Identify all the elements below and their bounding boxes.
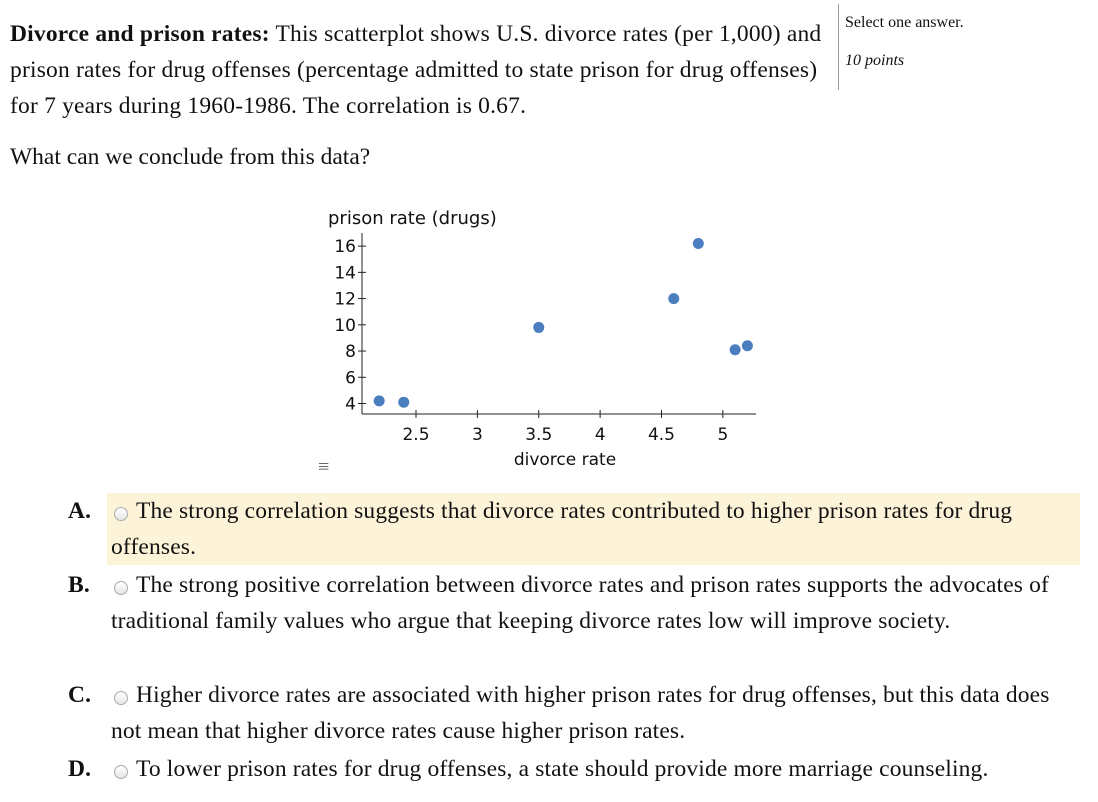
data-point	[398, 396, 410, 408]
option-letter: A.	[68, 498, 92, 524]
data-point	[668, 293, 680, 305]
y-tick-label: 6	[345, 368, 356, 388]
option-letter: C.	[68, 682, 92, 708]
instruction: Select one answer.	[845, 14, 964, 31]
option-text: Higher divorce rates are associated with…	[111, 682, 1050, 744]
hamburger-icon[interactable]: ≡	[318, 456, 330, 478]
x-tick-label: 5	[717, 425, 728, 445]
radio-button[interactable]	[114, 581, 128, 595]
radio-button[interactable]	[114, 507, 128, 521]
option-letter: D.	[68, 756, 92, 782]
points: 10 points	[845, 52, 905, 69]
x-tick-label: 3.5	[525, 425, 552, 445]
option-letter: B.	[68, 572, 90, 598]
x-tick-label: 4.5	[648, 425, 675, 445]
option-text: The strong positive correlation between …	[111, 572, 1049, 634]
data-point	[373, 395, 385, 407]
y-tick-label: 10	[334, 316, 356, 336]
data-point	[741, 340, 753, 352]
data-point	[692, 237, 704, 249]
data-point	[729, 344, 741, 356]
question-prompt: What can we conclude from this data?	[10, 144, 371, 170]
option-text: The strong correlation suggests that div…	[111, 498, 1013, 560]
radio-button[interactable]	[114, 765, 128, 779]
y-tick-label: 4	[345, 395, 356, 415]
question-text: Divorce and prison rates: This scatterpl…	[10, 16, 832, 124]
y-tick-label: 8	[345, 342, 356, 362]
option-text: To lower prison rates for drug offenses,…	[136, 756, 989, 782]
question-body: This scatterplot shows U.S. divorce rate…	[10, 21, 822, 119]
y-axis-label: prison rate (drugs)	[328, 208, 497, 229]
y-tick-label: 12	[334, 290, 356, 310]
x-tick-label: 3	[472, 425, 483, 445]
scatterplot: 2.5 3 3.5 4 4.5 5 4 6 8 10 12 14 16 prison rate (drug…	[328, 208, 756, 470]
x-tick-label: 2.5	[402, 425, 429, 445]
y-tick-label: 14	[334, 263, 356, 283]
data-point	[533, 321, 545, 333]
side-panel: Select one answer. 10 points	[838, 4, 964, 90]
x-axis-label: divorce rate	[514, 450, 616, 470]
radio-button[interactable]	[114, 691, 128, 705]
y-tick-label: 16	[334, 237, 356, 257]
x-tick-label: 4	[595, 425, 606, 445]
question-title: Divorce and prison rates:	[10, 21, 270, 47]
